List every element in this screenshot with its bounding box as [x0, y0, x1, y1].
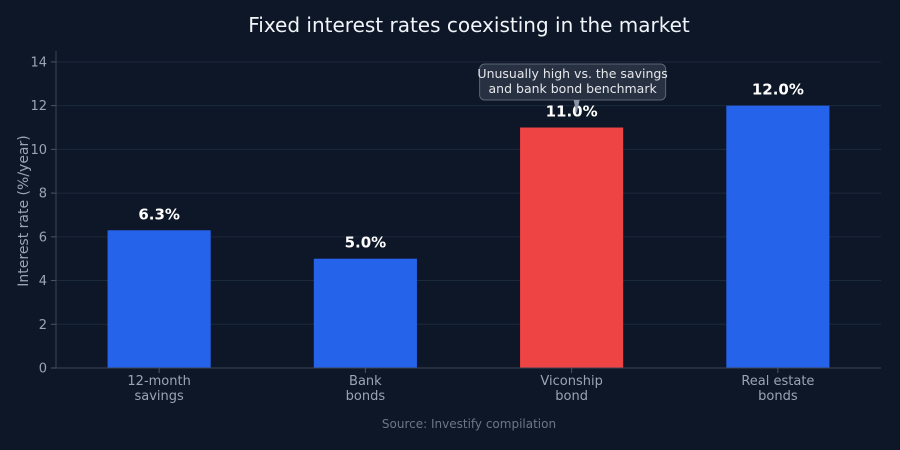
data-label: 11.0% — [546, 103, 598, 121]
annotation-text: and bank bond benchmark — [489, 81, 658, 96]
y-axis-label: Interest rate (%/year) — [16, 135, 32, 286]
y-tick-label: 8 — [39, 187, 47, 202]
bar — [726, 105, 830, 368]
axes: 0246810121412-monthsavingsBankbondsVicon… — [30, 51, 881, 404]
x-tick-label: Real estate — [741, 374, 814, 389]
x-tick-label: bond — [555, 389, 588, 404]
x-tick-label: Viconship — [540, 374, 602, 389]
y-tick-label: 14 — [30, 55, 47, 70]
data-label: 6.3% — [138, 205, 180, 223]
bars — [107, 105, 830, 368]
bar — [107, 230, 211, 368]
data-label: 12.0% — [752, 81, 804, 99]
bar — [520, 127, 624, 368]
y-tick-label: 0 — [39, 362, 47, 377]
x-tick-label: Bank — [349, 374, 382, 389]
annotation-box — [479, 63, 667, 101]
y-tick-label: 2 — [39, 318, 47, 333]
x-tick-label: savings — [134, 389, 184, 404]
x-tick-label: 12-month — [127, 374, 190, 389]
bar — [313, 258, 417, 368]
y-tick-label: 10 — [30, 143, 47, 158]
x-tick-label: bonds — [758, 389, 798, 404]
y-tick-label: 4 — [39, 274, 47, 289]
source-note: Source: Investify compilation — [382, 417, 556, 431]
annotation-text: Unusually high vs. the savings — [477, 66, 667, 81]
chart-title: Fixed interest rates coexisting in the m… — [248, 13, 690, 37]
annotation-arrow — [573, 100, 580, 114]
y-tick-label: 12 — [30, 99, 47, 114]
y-tick-label: 6 — [39, 230, 47, 245]
data-label: 5.0% — [345, 234, 387, 252]
x-tick-label: bonds — [346, 389, 386, 404]
value-labels: 6.3% 5.0% 11.0% 12.0% — [138, 81, 804, 252]
